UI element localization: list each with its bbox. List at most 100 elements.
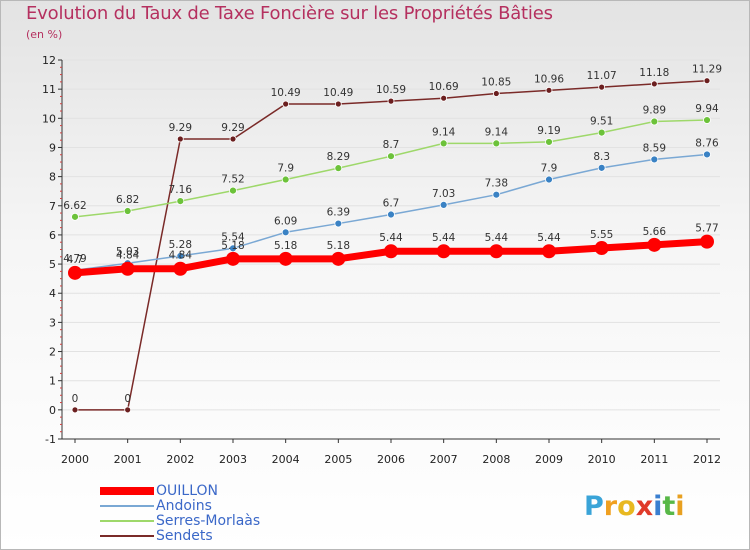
y-tick-label: 6 xyxy=(49,229,56,242)
data-label: 8.29 xyxy=(327,151,350,163)
data-point xyxy=(176,135,184,143)
y-tick-label: 12 xyxy=(42,54,56,67)
data-label: 0 xyxy=(124,393,131,405)
legend-label: Sendets xyxy=(156,528,213,544)
data-point xyxy=(229,135,237,143)
data-point xyxy=(439,200,448,209)
data-point xyxy=(384,244,398,259)
data-point xyxy=(545,138,553,146)
data-point xyxy=(387,210,395,219)
data-point xyxy=(282,100,290,108)
data-point xyxy=(176,197,185,206)
data-point xyxy=(173,261,188,276)
data-label: 6.7 xyxy=(383,198,400,210)
data-label: 7.38 xyxy=(485,178,508,190)
x-tick-label: 2001 xyxy=(114,453,142,466)
data-point xyxy=(281,228,290,237)
proxiti-logo: Proxiti xyxy=(584,491,685,522)
y-tick-label: 8 xyxy=(49,171,56,184)
x-tick-label: 2012 xyxy=(693,453,721,466)
data-point xyxy=(597,128,606,137)
data-point xyxy=(226,251,240,266)
data-label: 7.52 xyxy=(221,174,244,186)
data-label: 9.51 xyxy=(590,116,613,128)
data-point xyxy=(439,139,448,148)
data-label: 5.44 xyxy=(432,232,456,244)
logo-letter: o xyxy=(617,491,636,522)
data-point xyxy=(545,86,553,94)
data-point xyxy=(492,90,500,97)
data-label: 8.7 xyxy=(383,139,400,151)
data-point xyxy=(440,94,448,102)
data-label: 9.14 xyxy=(432,126,456,138)
y-tick-label: -1 xyxy=(45,433,56,446)
data-point xyxy=(598,83,606,91)
data-point xyxy=(331,251,346,266)
data-label: 9.89 xyxy=(643,105,666,117)
x-tick-label: 2008 xyxy=(482,453,510,466)
y-tick-label: 1 xyxy=(49,375,56,388)
data-point xyxy=(278,251,293,266)
x-tick-label: 2010 xyxy=(588,453,616,466)
data-label: 6.82 xyxy=(116,194,139,206)
data-label: 9.29 xyxy=(169,122,192,134)
data-label: 8.76 xyxy=(695,137,719,149)
data-label: 4.84 xyxy=(169,250,193,262)
legend-label: OUILLON xyxy=(156,483,218,499)
data-label: 4.84 xyxy=(116,250,140,262)
data-label: 11.18 xyxy=(639,67,669,79)
data-label: 6.39 xyxy=(327,207,350,219)
legend-swatch xyxy=(100,487,154,495)
legend-swatch xyxy=(100,535,154,537)
y-tick-label: 11 xyxy=(42,83,56,96)
data-point xyxy=(281,175,290,184)
y-tick-label: 9 xyxy=(49,141,56,154)
data-point xyxy=(489,244,504,259)
data-point xyxy=(650,155,659,164)
data-label: 11.07 xyxy=(587,70,617,82)
data-label: 5.44 xyxy=(379,232,403,244)
data-label: 5.66 xyxy=(643,226,667,238)
data-label: 10.59 xyxy=(376,84,406,96)
data-point xyxy=(492,190,501,199)
logo-letter: i xyxy=(653,491,663,522)
data-label: 7.9 xyxy=(541,163,558,175)
logo-letter: P xyxy=(584,491,604,522)
data-point xyxy=(71,406,79,414)
legend-label: Serres-Morlaàs xyxy=(156,513,261,529)
data-point xyxy=(700,234,714,249)
data-label: 8.59 xyxy=(643,142,666,154)
data-label: 8.3 xyxy=(593,151,610,163)
data-label: 11.29 xyxy=(692,64,722,76)
data-label: 0 xyxy=(72,393,79,405)
x-tick-label: 2006 xyxy=(377,453,405,466)
y-tick-label: 3 xyxy=(49,316,56,329)
data-label: 10.69 xyxy=(429,81,459,93)
y-tick-label: 5 xyxy=(49,258,56,271)
data-label: 7.9 xyxy=(277,163,294,175)
data-label: 5.77 xyxy=(695,223,718,235)
data-point xyxy=(176,252,185,260)
data-point xyxy=(68,265,82,280)
data-point xyxy=(387,97,395,105)
data-label: 5.28 xyxy=(169,239,192,251)
data-point xyxy=(334,219,343,228)
data-point xyxy=(650,80,658,88)
data-label: 7.16 xyxy=(169,184,193,196)
data-label: 5.44 xyxy=(537,232,561,244)
data-point xyxy=(334,100,342,108)
y-tick-label: 7 xyxy=(49,200,56,213)
data-point xyxy=(703,150,711,159)
data-label: 5.18 xyxy=(274,240,297,252)
data-label: 9.29 xyxy=(221,122,244,134)
y-tick-label: 10 xyxy=(42,112,56,125)
data-label: 9.19 xyxy=(537,125,560,137)
data-point xyxy=(647,237,662,252)
data-label: 10.85 xyxy=(481,77,511,89)
x-tick-label: 2003 xyxy=(219,453,247,466)
data-label: 4.79 xyxy=(63,253,86,265)
data-point xyxy=(387,152,395,161)
data-label: 4.7 xyxy=(67,254,84,266)
data-point xyxy=(436,244,451,259)
data-label: 9.14 xyxy=(485,126,509,138)
